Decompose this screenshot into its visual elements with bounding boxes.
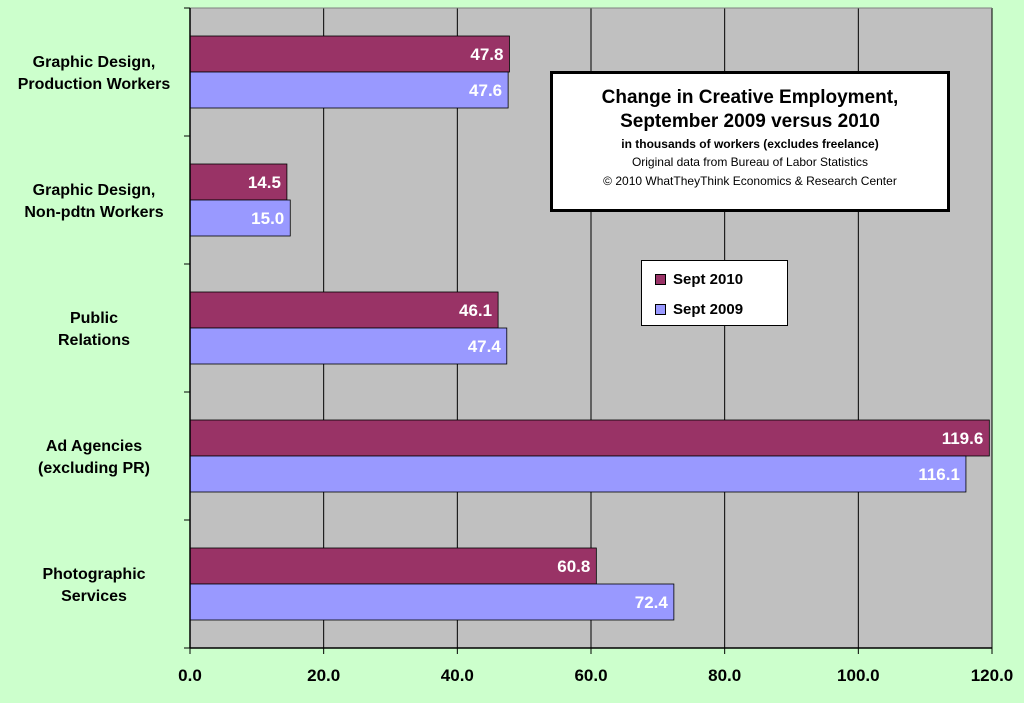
bar-sept-2009: [189, 583, 675, 621]
category-label: Photographic: [42, 566, 145, 583]
legend-swatch-sept-2009: [655, 303, 666, 315]
bar-sept-2010: [189, 291, 499, 329]
data-label: 119.6: [942, 429, 984, 448]
category-label: Graphic Design,: [33, 182, 156, 199]
bar-sept-2010: [189, 419, 990, 457]
category-label: Ad Agencies: [46, 438, 142, 455]
axes: [184, 7, 993, 654]
category-label: Public: [70, 310, 118, 327]
bar-sept-2009: [189, 327, 508, 365]
legend-item-sept-2009: Sept 2009: [655, 299, 743, 319]
x-tick-label: 0.0: [178, 666, 202, 685]
source-note: Original data from Bureau of Labor Stati…: [631, 155, 869, 169]
legend-label-sept-2009: Sept 2009: [673, 300, 744, 318]
x-tick-label: 40.0: [441, 666, 474, 685]
data-label: 47.6: [469, 81, 502, 100]
x-tick-label: 100.0: [837, 666, 880, 685]
legend-swatch-sept-2010: [655, 273, 666, 285]
labels: 0.0 20.0 40.0 60.0 80.0 100.0 120.0 47.8 47.6 Gra…: [18, 45, 1014, 685]
bar-sept-2010: [189, 547, 597, 585]
category-label: Non-pdtn Workers: [24, 204, 163, 221]
category-label: Relations: [58, 332, 130, 349]
data-label: 47.4: [468, 337, 502, 356]
copyright-note: © 2010 WhatTheyThink Economics & Researc…: [603, 174, 897, 188]
data-label: 15.0: [251, 209, 284, 228]
data-label: 46.1: [459, 301, 492, 320]
legend: Sept 2010 Sept 2009: [641, 260, 788, 326]
data-label: 116.1: [918, 465, 960, 484]
category-label: (excluding PR): [38, 460, 150, 477]
bar-sept-2010: [189, 35, 510, 73]
chart-title-box: Change in Creative Employment, September…: [550, 71, 950, 212]
legend-item-sept-2010: Sept 2010: [655, 269, 743, 289]
bar-sept-2009: [189, 71, 509, 109]
x-tick-label: 80.0: [708, 666, 741, 685]
bar-sept-2009: [189, 455, 967, 493]
category-label: Services: [61, 588, 127, 605]
data-label: 60.8: [557, 557, 590, 576]
chart-subtitle: in thousands of workers (excludes freela…: [621, 137, 879, 151]
data-label: 47.8: [470, 45, 503, 64]
x-tick-label: 120.0: [971, 666, 1014, 685]
category-label: Production Workers: [18, 76, 171, 93]
bars: [189, 35, 990, 621]
chart-title-line2: September 2009 versus 2010: [620, 111, 880, 132]
x-tick-label: 60.0: [574, 666, 607, 685]
x-tick-label: 20.0: [307, 666, 340, 685]
category-label: Graphic Design,: [33, 54, 156, 71]
data-label: 72.4: [635, 593, 669, 612]
legend-label-sept-2010: Sept 2010: [673, 270, 744, 288]
chart-title: Change in Creative Employment,: [601, 87, 899, 108]
data-label: 14.5: [248, 173, 281, 192]
